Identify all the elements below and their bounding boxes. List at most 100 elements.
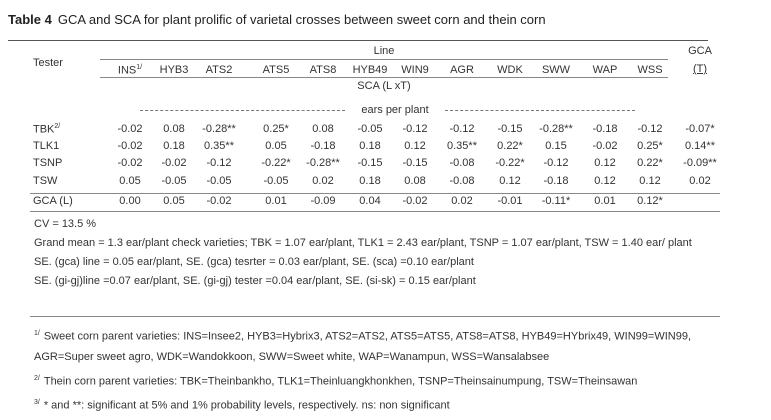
column-header: WIN9 bbox=[401, 64, 429, 76]
cell: -0.08 bbox=[449, 175, 475, 187]
cell: 0.18 bbox=[163, 140, 185, 152]
cell: 0.05 bbox=[265, 140, 287, 152]
notes: CV = 13.5 % Grand mean = 1.3 ear/plant ch… bbox=[34, 215, 714, 291]
gca-row-top-rule bbox=[30, 193, 720, 194]
tester-name: TSW bbox=[33, 175, 58, 187]
gca-header: GCA bbox=[688, 45, 712, 57]
cell: -0.18 bbox=[543, 175, 569, 187]
footnote: 2/Thein corn parent varieties: TBK=Thein… bbox=[34, 369, 734, 392]
cell: 0.05 bbox=[119, 175, 141, 187]
cell: 0.14** bbox=[685, 140, 715, 152]
table-title: Table 4 GCA and SCA for plant prolific of… bbox=[8, 12, 546, 27]
cell: -0.09** bbox=[683, 157, 717, 169]
column-header: WDK bbox=[497, 64, 523, 76]
column-header: SWW bbox=[541, 64, 571, 76]
dash-right bbox=[445, 110, 635, 111]
note: CV = 13.5 % bbox=[34, 218, 97, 230]
line-rule bbox=[100, 59, 668, 60]
tester-name: TLK1 bbox=[33, 140, 60, 152]
cell: -0.05 bbox=[357, 123, 383, 135]
cell: 0.02 bbox=[312, 175, 334, 187]
column-header: ATS5 bbox=[262, 64, 290, 76]
tester-name: TBK bbox=[33, 123, 55, 136]
tester-cell: TSNP bbox=[33, 157, 62, 169]
dash-left bbox=[140, 110, 345, 111]
footnote-text: Thein corn parent varieties: TBK=Theinba… bbox=[43, 375, 638, 388]
footnote-mark: 3/ bbox=[34, 399, 40, 407]
tester-cell: TSW bbox=[33, 175, 57, 187]
cell: -0.01 bbox=[497, 195, 523, 207]
column-header: ATS8 bbox=[309, 64, 337, 76]
unit: ears per plant bbox=[361, 104, 429, 116]
cell: 0.08 bbox=[163, 123, 185, 135]
cell: -0.15 bbox=[402, 157, 428, 169]
line-header: Line bbox=[373, 45, 395, 57]
column-header: HYB49 bbox=[352, 64, 388, 76]
cell: 0.22* bbox=[637, 157, 663, 169]
column-header: ATS2 bbox=[205, 64, 233, 76]
cell: -0.02 bbox=[117, 123, 143, 135]
sca-header: SCA (L xT) bbox=[357, 80, 411, 92]
cell: -0.18 bbox=[592, 123, 618, 135]
footnote-text: Sweet corn parent varieties: INS=Insee2,… bbox=[34, 330, 692, 363]
cell: 0.18 bbox=[359, 175, 381, 187]
cell: -0.02 bbox=[117, 157, 143, 169]
tester-cell: TLK1 bbox=[33, 140, 59, 152]
cell: -0.12 bbox=[637, 123, 663, 135]
tester-name: GCA (L) bbox=[33, 195, 73, 207]
cell: -0.08 bbox=[449, 157, 475, 169]
column-name: INS bbox=[117, 64, 137, 77]
note: Grand mean = 1.3 ear/plant check varieti… bbox=[34, 237, 692, 249]
table-label: Table 4 bbox=[8, 12, 52, 27]
tester-name: TSNP bbox=[33, 157, 63, 169]
cell: 0.18 bbox=[359, 140, 381, 152]
cell: -0.12 bbox=[543, 157, 569, 169]
cell: 0.01 bbox=[265, 195, 287, 207]
cell: 0.05 bbox=[163, 195, 185, 207]
cell: -0.22* bbox=[261, 157, 291, 169]
tester-cell: TBK2/ bbox=[33, 123, 60, 136]
footnote-rule bbox=[30, 316, 720, 317]
footnote-mark: 2/ bbox=[34, 374, 40, 382]
cell: 0.25* bbox=[637, 140, 663, 152]
cell: -0.28** bbox=[539, 123, 573, 135]
column-rule bbox=[100, 77, 668, 78]
cell: -0.28** bbox=[202, 123, 236, 135]
cell: -0.15 bbox=[357, 157, 383, 169]
tester-cell: GCA (L) bbox=[33, 195, 73, 207]
cell: -0.18 bbox=[310, 140, 336, 152]
cell: 0.35** bbox=[204, 140, 234, 152]
cell: 0.12 bbox=[499, 175, 521, 187]
cell: -0.02 bbox=[117, 140, 143, 152]
cell: -0.02 bbox=[402, 195, 428, 207]
footnote-mark: 1/ bbox=[34, 330, 40, 337]
cell: 0.08 bbox=[312, 123, 334, 135]
cell: 0.12* bbox=[637, 195, 663, 207]
column-header: INS1/ bbox=[105, 64, 155, 77]
column-header: HYB3 bbox=[159, 64, 189, 76]
cell: -0.12 bbox=[402, 123, 428, 135]
cell: -0.22* bbox=[495, 157, 525, 169]
cell: 0.02 bbox=[689, 175, 711, 187]
note: SE. (gi-gj)line =0.07 ear/plant, SE. (gi… bbox=[34, 275, 476, 287]
footnote: 1/Sweet corn parent varieties: INS=Insee… bbox=[34, 324, 734, 367]
cell: -0.05 bbox=[206, 175, 232, 187]
cell: 0.22* bbox=[497, 140, 523, 152]
title-text: GCA and SCA for plant prolific of variet… bbox=[57, 12, 546, 27]
column-header: WSS bbox=[637, 64, 663, 76]
cell: 0.04 bbox=[359, 195, 381, 207]
note: SE. (gca) line = 0.05 ear/plant, SE. (gc… bbox=[34, 256, 474, 268]
cell: 0.08 bbox=[404, 175, 426, 187]
column-header: WAP bbox=[592, 64, 618, 76]
cell: -0.12 bbox=[449, 123, 475, 135]
cell: 0.12 bbox=[639, 175, 661, 187]
cell: -0.09 bbox=[310, 195, 336, 207]
cell: -0.07* bbox=[685, 123, 715, 135]
column-note: 1/ bbox=[136, 64, 143, 71]
cell: 0.12 bbox=[594, 175, 616, 187]
cell: 0.00 bbox=[119, 195, 141, 207]
cell: 0.25* bbox=[263, 123, 289, 135]
top-rule bbox=[8, 40, 708, 41]
cell: 0.01 bbox=[594, 195, 616, 207]
